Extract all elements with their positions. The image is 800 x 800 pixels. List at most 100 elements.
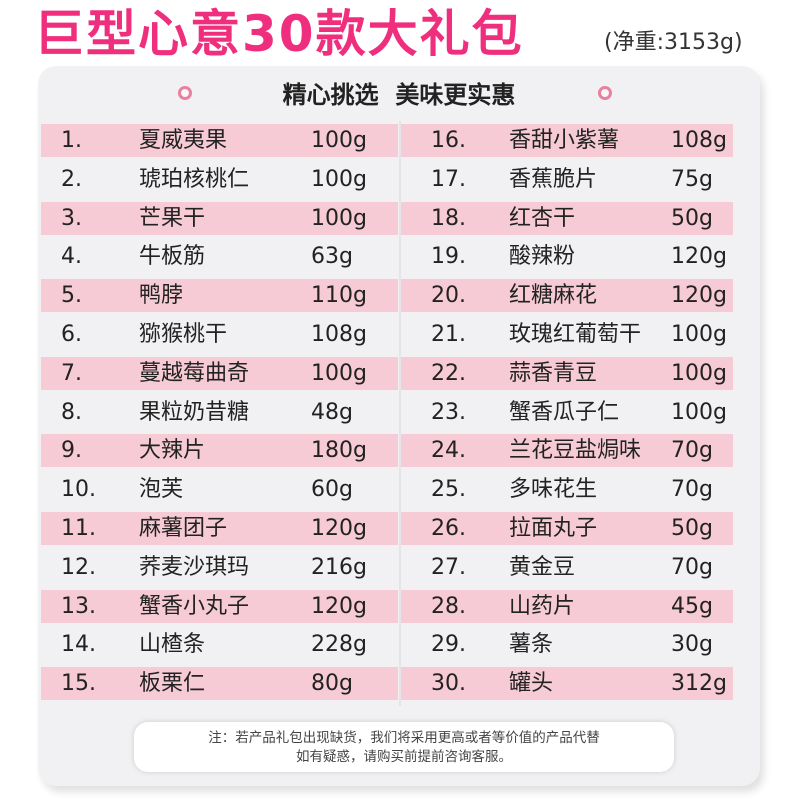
item-weight: 312g bbox=[671, 671, 727, 697]
item-name: 大辣片 bbox=[139, 438, 206, 464]
list-item: 14. 山楂条 228g bbox=[41, 625, 398, 664]
list-item: 25. 多味花生 70g bbox=[401, 470, 733, 509]
item-weight: 100g bbox=[311, 128, 367, 153]
item-number: 20. bbox=[431, 283, 466, 309]
item-name: 红糖麻花 bbox=[509, 283, 598, 309]
item-number: 11. bbox=[61, 515, 96, 541]
row-stripe bbox=[41, 124, 398, 157]
item-number: 30. bbox=[431, 671, 466, 697]
row-stripe bbox=[401, 434, 733, 468]
item-name: 山药片 bbox=[509, 593, 576, 619]
list-item: 28. 山药片 45g bbox=[401, 587, 733, 626]
list-item: 1. 夏威夷果 100g bbox=[41, 121, 398, 160]
item-number: 15. bbox=[61, 671, 96, 697]
row-stripe bbox=[41, 201, 398, 235]
item-name: 猕猴桃干 bbox=[139, 321, 228, 347]
item-weight: 100g bbox=[311, 205, 367, 231]
list-item: 10. 泡芙 60g bbox=[41, 470, 398, 509]
item-weight: 180g bbox=[311, 438, 367, 464]
board-subtitle: 精心挑选 美味更实惠 bbox=[282, 81, 516, 109]
row-stripe bbox=[41, 511, 398, 545]
row-stripe bbox=[41, 589, 398, 623]
list-item: 2. 琥珀核桃仁 100g bbox=[41, 160, 398, 199]
row-stripe bbox=[401, 589, 733, 623]
list-item: 29. 薯条 30g bbox=[401, 625, 733, 664]
net-weight-label: (净重:3153g) bbox=[604, 30, 743, 55]
item-name: 薯条 bbox=[509, 632, 554, 658]
item-name: 蟹香瓜子仁 bbox=[509, 399, 620, 425]
item-weight: 70g bbox=[671, 438, 713, 464]
item-name: 夏威夷果 bbox=[139, 128, 228, 153]
header: 巨型心意30款大礼包 (净重:3153g) bbox=[0, 0, 800, 66]
column-divider bbox=[399, 121, 401, 706]
item-name: 香蕉脆片 bbox=[509, 166, 598, 192]
item-name: 红杏干 bbox=[509, 205, 576, 231]
item-number: 16. bbox=[431, 128, 466, 153]
item-weight: 120g bbox=[311, 515, 367, 541]
item-number: 5. bbox=[61, 283, 82, 309]
item-name: 芒果干 bbox=[139, 205, 206, 231]
item-weight: 30g bbox=[671, 632, 713, 658]
item-number: 14. bbox=[61, 632, 96, 658]
item-number: 8. bbox=[61, 399, 82, 425]
item-number: 4. bbox=[61, 244, 82, 270]
hanging-hole-left bbox=[178, 86, 192, 100]
list-item: 26. 拉面丸子 50g bbox=[401, 509, 733, 548]
row-stripe bbox=[401, 201, 733, 235]
item-number: 24. bbox=[431, 438, 466, 464]
list-item: 11. 麻薯团子 120g bbox=[41, 509, 398, 548]
item-name: 酸辣粉 bbox=[509, 244, 576, 270]
row-stripe bbox=[41, 279, 398, 313]
list-item: 17. 香蕉脆片 75g bbox=[401, 160, 733, 199]
item-name: 拉面丸子 bbox=[509, 515, 598, 541]
item-name: 蟹香小丸子 bbox=[139, 593, 250, 619]
list-item: 9. 大辣片 180g bbox=[41, 431, 398, 470]
list-item: 20. 红糖麻花 120g bbox=[401, 276, 733, 315]
item-number: 13. bbox=[61, 593, 96, 619]
product-list-board: 精心挑选 美味更实惠 1. 夏威夷果 100g 2. 琥珀核桃仁 100g 3. 芒果干 100… bbox=[38, 66, 760, 786]
list-item: 22. 蒜香青豆 100g bbox=[401, 354, 733, 393]
item-list-left: 1. 夏威夷果 100g 2. 琥珀核桃仁 100g 3. 芒果干 100g 4. 牛板筋 63g 5.… bbox=[41, 121, 398, 703]
list-item: 5. 鸭脖 110g bbox=[41, 276, 398, 315]
item-number: 19. bbox=[431, 244, 466, 270]
item-weight: 110g bbox=[311, 283, 367, 309]
item-weight: 100g bbox=[311, 166, 367, 192]
item-number: 18. bbox=[431, 205, 466, 231]
notice-line-1: 注：若产品礼包出现缺货，我们将采用更高或者等价值的产品代替 bbox=[208, 730, 600, 746]
list-item: 21. 玫瑰红葡萄干 100g bbox=[401, 315, 733, 354]
row-stripe bbox=[41, 667, 398, 701]
item-name: 荞麦沙琪玛 bbox=[139, 554, 250, 580]
item-number: 2. bbox=[61, 166, 82, 192]
item-weight: 120g bbox=[671, 244, 727, 270]
item-weight: 108g bbox=[311, 321, 367, 347]
item-weight: 216g bbox=[311, 554, 367, 580]
list-item: 19. 酸辣粉 120g bbox=[401, 237, 733, 276]
list-item: 3. 芒果干 100g bbox=[41, 199, 398, 238]
item-weight: 120g bbox=[671, 283, 727, 309]
item-weight: 45g bbox=[671, 593, 713, 619]
list-item: 8. 果粒奶昔糖 48g bbox=[41, 393, 398, 432]
item-weight: 60g bbox=[311, 477, 353, 503]
row-stripe bbox=[401, 124, 733, 157]
item-weight: 100g bbox=[671, 399, 727, 425]
item-number: 10. bbox=[61, 477, 96, 503]
item-number: 1. bbox=[61, 128, 82, 153]
list-item: 13. 蟹香小丸子 120g bbox=[41, 587, 398, 626]
row-stripe bbox=[41, 356, 398, 390]
item-weight: 70g bbox=[671, 477, 713, 503]
item-number: 23. bbox=[431, 399, 466, 425]
row-stripe bbox=[401, 511, 733, 545]
item-number: 3. bbox=[61, 205, 82, 231]
list-item: 24. 兰花豆盐焗味 70g bbox=[401, 431, 733, 470]
row-stripe bbox=[401, 356, 733, 390]
item-list-right: 16. 香甜小紫薯 108g 17. 香蕉脆片 75g 18. 红杏干 50g 19. 酸辣粉 120… bbox=[401, 121, 733, 703]
item-name: 泡芙 bbox=[139, 477, 184, 503]
item-weight: 100g bbox=[671, 321, 727, 347]
item-weight: 80g bbox=[311, 671, 353, 697]
row-stripe bbox=[401, 279, 733, 313]
item-name: 琥珀核桃仁 bbox=[139, 166, 250, 192]
item-number: 27. bbox=[431, 554, 466, 580]
list-item: 4. 牛板筋 63g bbox=[41, 237, 398, 276]
item-name: 黄金豆 bbox=[509, 554, 576, 580]
item-weight: 108g bbox=[671, 128, 727, 153]
